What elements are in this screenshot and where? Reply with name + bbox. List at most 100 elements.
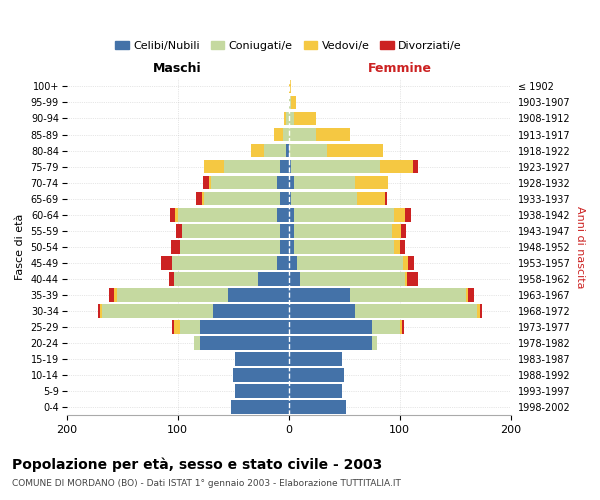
Bar <box>380 160 413 173</box>
Bar <box>372 336 377 350</box>
Bar <box>350 288 466 302</box>
Bar <box>405 272 407 285</box>
Bar <box>174 272 257 285</box>
Bar <box>291 192 358 205</box>
Text: Maschi: Maschi <box>153 62 202 75</box>
Bar <box>401 224 406 237</box>
Bar <box>479 304 482 318</box>
Bar <box>204 192 280 205</box>
Bar <box>102 304 213 318</box>
Bar <box>289 208 294 222</box>
Bar <box>316 128 350 141</box>
Bar <box>328 144 383 158</box>
Text: COMUNE DI MORDANO (BO) - Dati ISTAT 1° gennaio 2003 - Elaborazione TUTTITALIA.IT: COMUNE DI MORDANO (BO) - Dati ISTAT 1° g… <box>12 479 401 488</box>
Bar <box>116 288 227 302</box>
Bar <box>178 208 277 222</box>
Bar <box>394 240 400 254</box>
Bar <box>289 240 294 254</box>
Bar <box>213 304 289 318</box>
Bar <box>385 192 388 205</box>
Bar <box>477 304 479 318</box>
Bar <box>280 224 289 237</box>
Bar <box>233 368 289 382</box>
Bar <box>277 256 289 270</box>
Bar <box>286 144 289 158</box>
Bar <box>202 192 204 205</box>
Bar <box>280 192 289 205</box>
Bar <box>286 112 289 126</box>
Bar <box>235 352 289 366</box>
Bar <box>294 208 394 222</box>
Bar <box>289 96 291 109</box>
Bar <box>289 80 291 93</box>
Bar <box>169 272 174 285</box>
Bar <box>409 256 414 270</box>
Bar <box>100 304 102 318</box>
Bar <box>466 288 469 302</box>
Bar <box>299 272 405 285</box>
Bar <box>289 176 294 190</box>
Bar <box>277 208 289 222</box>
Bar <box>289 336 372 350</box>
Bar <box>227 288 289 302</box>
Bar <box>200 320 289 334</box>
Bar <box>172 256 277 270</box>
Bar <box>182 224 280 237</box>
Bar <box>289 112 294 126</box>
Bar <box>289 192 291 205</box>
Bar <box>171 240 180 254</box>
Bar <box>277 176 289 190</box>
Bar <box>400 240 405 254</box>
Bar <box>289 320 372 334</box>
Bar <box>289 352 342 366</box>
Bar <box>280 240 289 254</box>
Bar <box>224 160 280 173</box>
Legend: Celibi/Nubili, Coniugati/e, Vedovi/e, Divorziati/e: Celibi/Nubili, Coniugati/e, Vedovi/e, Di… <box>111 36 466 56</box>
Bar <box>283 128 289 141</box>
Bar <box>294 224 392 237</box>
Bar <box>170 208 175 222</box>
Bar <box>298 256 403 270</box>
Bar <box>194 336 200 350</box>
Bar <box>400 320 402 334</box>
Text: Femmine: Femmine <box>368 62 431 75</box>
Bar <box>394 208 405 222</box>
Bar <box>211 176 277 190</box>
Bar <box>257 272 289 285</box>
Bar <box>289 272 299 285</box>
Bar <box>180 240 280 254</box>
Bar <box>289 128 316 141</box>
Y-axis label: Fasce di età: Fasce di età <box>15 214 25 280</box>
Bar <box>294 240 394 254</box>
Bar <box>355 304 477 318</box>
Bar <box>200 336 289 350</box>
Bar <box>289 384 342 398</box>
Bar <box>392 224 401 237</box>
Bar <box>98 304 100 318</box>
Bar <box>174 320 180 334</box>
Bar <box>289 224 294 237</box>
Bar <box>355 176 388 190</box>
Bar <box>291 96 296 109</box>
Bar <box>403 256 409 270</box>
Bar <box>172 320 174 334</box>
Bar <box>204 160 224 173</box>
Bar <box>294 176 355 190</box>
Bar <box>372 320 400 334</box>
Bar <box>358 192 385 205</box>
Bar <box>469 288 474 302</box>
Y-axis label: Anni di nascita: Anni di nascita <box>575 206 585 288</box>
Bar <box>289 368 344 382</box>
Bar <box>231 400 289 414</box>
Bar <box>280 160 289 173</box>
Bar <box>180 320 200 334</box>
Bar <box>196 192 202 205</box>
Bar <box>175 208 178 222</box>
Text: Popolazione per età, sesso e stato civile - 2003: Popolazione per età, sesso e stato civil… <box>12 458 382 472</box>
Bar <box>289 256 298 270</box>
Bar <box>161 256 172 270</box>
Bar <box>402 320 404 334</box>
Bar <box>115 288 116 302</box>
Bar <box>289 288 350 302</box>
Bar <box>413 160 418 173</box>
